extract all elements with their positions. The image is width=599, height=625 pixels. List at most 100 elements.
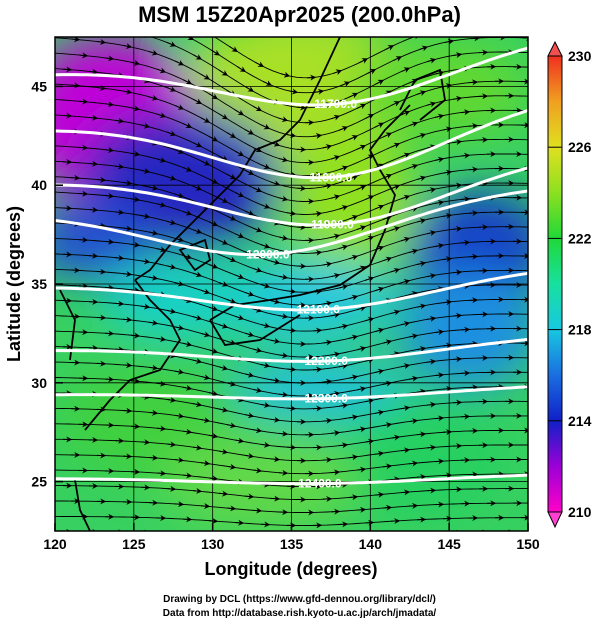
wind-arrow (442, 212, 453, 219)
wind-arrow (270, 377, 281, 384)
wind-arrow (408, 502, 419, 509)
wind-arrow (338, 165, 349, 172)
wind-arrow (364, 114, 375, 120)
wind-arrow (244, 209, 255, 216)
wind-arrow (88, 68, 99, 75)
wind-arrow (286, 327, 297, 334)
wind-arrow (470, 37, 481, 42)
wind-arrow (218, 69, 229, 76)
wind-arrow (192, 54, 203, 60)
wind-arrow (182, 428, 193, 435)
wind-arrow (148, 229, 159, 236)
wind-arrow (434, 199, 445, 206)
wind-arrow (200, 73, 211, 80)
wind-arrow (174, 104, 185, 110)
wind-arrow (374, 122, 385, 129)
x-tick-label: 145 (437, 536, 461, 552)
contour-label: 12100.0 (297, 303, 341, 317)
wind-arrow (244, 493, 255, 500)
wind-arrow (286, 405, 297, 412)
wind-arrow (182, 341, 193, 347)
wind-arrow (96, 268, 107, 275)
wind-arrow (382, 422, 393, 429)
wind-arrow (122, 179, 133, 186)
wind-arrow (182, 297, 193, 304)
wind-arrow (322, 300, 333, 307)
wind-arrow (434, 113, 445, 120)
wind-arrow (166, 86, 177, 92)
wind-arrow (200, 417, 211, 424)
wind-arrow (88, 114, 99, 121)
wind-arrow (408, 206, 419, 213)
wind-arrow (408, 291, 419, 297)
wind-arrow (278, 234, 289, 241)
wind-arrow (130, 332, 141, 339)
wind-arrow (104, 147, 115, 154)
wind-arrow (218, 364, 229, 371)
wind-arrow (426, 57, 437, 64)
wind-arrow (252, 306, 263, 313)
wind-arrow (348, 374, 359, 381)
map-title: MSM 15Z20Apr2025 (200.0hPa) (138, 2, 461, 27)
wind-arrow (200, 331, 211, 338)
wind-arrow (192, 487, 203, 494)
wind-arrow (252, 105, 263, 112)
wind-arrow (234, 232, 245, 239)
y-tick-label: 40 (31, 177, 47, 193)
wind-arrow (348, 175, 359, 181)
wind-arrow (234, 191, 245, 197)
geopotential-contours (55, 46, 528, 486)
colorbar: 230 226 222 218 214 210 (547, 40, 592, 529)
wind-arrow (148, 409, 159, 416)
wind-arrow (278, 156, 289, 163)
wind-arrow (260, 203, 271, 209)
wind-arrow (452, 95, 463, 102)
wind-streamlines (55, 12, 528, 531)
wind-arrow (78, 52, 89, 59)
colorbar-tick-label: 210 (568, 504, 592, 520)
wind-arrow (270, 495, 281, 502)
wind-arrow (426, 358, 437, 365)
wind-arrow (286, 210, 297, 217)
wind-arrow (364, 195, 375, 201)
wind-arrow (104, 192, 115, 199)
wind-arrow (182, 384, 193, 391)
wind-arrow (192, 184, 203, 191)
wind-arrow (390, 101, 401, 107)
wind-arrow (89, 25, 97, 26)
wind-arrow (78, 144, 89, 151)
wind-arrow (434, 70, 445, 77)
colorbar-tick-label: 230 (568, 48, 592, 64)
wind-arrow (192, 271, 203, 278)
y-axis-ticks: 25 30 35 40 45 (31, 78, 63, 490)
wind-arrow (408, 248, 419, 255)
colorbar-tick-label: 214 (568, 413, 592, 429)
wind-arrow (416, 431, 427, 438)
wind-arrow (437, 28, 445, 30)
wind-arrow (426, 273, 437, 279)
wind-arrow (244, 86, 255, 92)
wind-arrow (322, 378, 333, 385)
wind-arrow (348, 92, 359, 99)
lat-lon-grid (55, 37, 528, 531)
wind-arrow (244, 290, 255, 297)
wind-arrow (252, 186, 263, 193)
wind-arrow (434, 415, 445, 422)
wind-arrow (192, 444, 203, 451)
wind-arrow (374, 204, 385, 211)
wind-arrow (122, 88, 133, 95)
colorbar-max-triangle (547, 40, 563, 57)
wind-arrow (70, 174, 81, 181)
wind-arrow (348, 454, 359, 461)
wind-arrow (140, 303, 151, 310)
wind-arrow (228, 45, 239, 52)
wind-arrow (364, 438, 375, 445)
wind-arrow (426, 187, 437, 194)
x-tick-label: 130 (201, 536, 225, 552)
y-tick-label: 25 (31, 474, 47, 490)
wind-arrow (218, 197, 229, 203)
wind-arrow (338, 126, 349, 132)
wind-arrow (270, 416, 281, 423)
wind-arrow (107, 12, 115, 13)
wind-arrow (330, 194, 341, 201)
